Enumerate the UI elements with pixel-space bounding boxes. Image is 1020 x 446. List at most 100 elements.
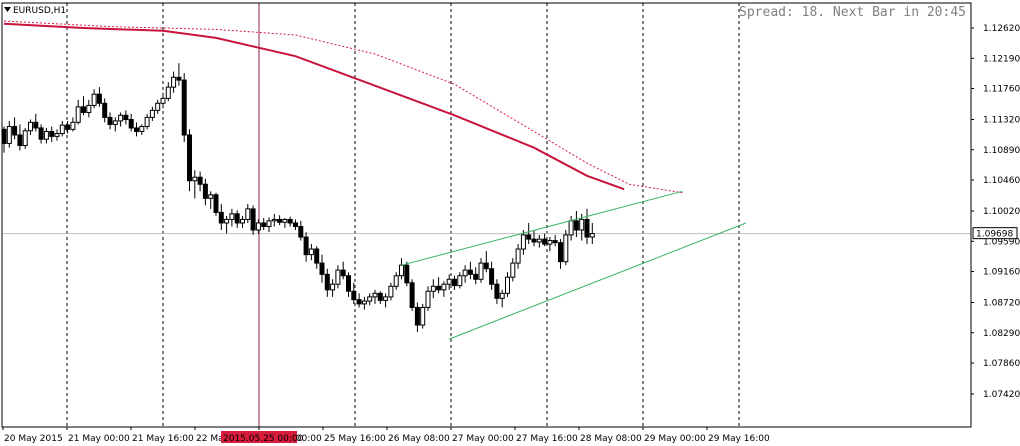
trendline[interactable] [401,190,683,266]
candle-body-bullish [59,124,65,135]
candle-body-bullish [240,218,245,224]
candle-body-bearish [303,236,309,256]
candle-body-bullish [446,278,452,285]
moving-average-line [3,22,625,191]
candle-body-bearish [473,273,479,280]
trendline[interactable] [449,222,747,340]
candle-body-bearish [107,116,113,125]
candlestick [505,272,510,297]
candle-body-bearish [134,127,139,132]
candlestick [430,279,436,299]
chart-frame [1,2,972,428]
candlestick [234,210,240,228]
candle-body-bearish [17,134,23,147]
candlestick [112,117,118,132]
candle-body-bullish [330,283,336,291]
candlestick [330,279,336,297]
current-price-label-bg [972,227,1018,240]
candle-body-bearish [324,273,330,291]
candlestick [197,171,203,192]
candle-body-bullish [75,106,81,123]
price-axis[interactable]: 1.12620 1.12190 1.11760 1.11320 1.10890 1.104… [971,24,1020,400]
candlestick [266,217,272,233]
price-axis-label: 1.09590 [983,237,1020,247]
trendlines[interactable] [401,190,747,340]
candle-body-bearish [351,290,357,301]
price-axis-label: 1.11760 [983,85,1020,95]
candlestick [377,291,383,304]
candle-body-bullish [165,86,171,99]
candle-body-bullish [282,218,288,223]
candlestick [324,268,330,297]
candle-body-bearish [102,102,108,118]
candle-body-bearish [128,119,134,129]
candle-body-bullish [335,269,341,285]
candlestick [510,258,516,282]
candle-body-bearish [38,127,44,140]
candle-body-bearish [33,121,39,129]
candlestick [499,289,505,308]
candle-body-bullish [43,130,49,140]
candle-body-bullish [547,240,553,245]
candle-body-bearish [1,128,7,144]
candlestick [436,277,442,294]
candle-body-bearish [202,183,208,199]
candlestick [356,293,362,308]
candle-body-bearish [213,194,219,213]
candle-body-bullish [420,306,426,326]
candlestick [128,113,134,132]
candlestick [261,218,267,231]
symbol-label: EURUSD,H1 [13,6,66,16]
candlestick [367,293,373,306]
candlestick [558,239,563,269]
candle-body-bearish [377,292,383,301]
candlestick [393,272,399,290]
candle-body-bullish [308,248,314,256]
candlestick [483,251,489,273]
candle-body-bullish [149,109,155,118]
candlestick [12,117,18,140]
candlestick [589,222,595,245]
candlestick [335,265,341,289]
candlestick [160,92,166,109]
candle-body-bearish [409,282,415,308]
time-axis-label: 27 May 16:00 [516,434,578,444]
candle-body-bearish [49,130,55,137]
symbol-caption[interactable]: EURUSD,H1 [4,6,66,16]
candle-body-bearish [552,240,558,244]
candlestick [351,282,357,304]
candlestick [229,208,235,227]
candlestick [181,73,187,143]
candlestick [446,274,452,290]
candlestick [22,127,28,150]
time-axis-label: 28 May 08:00 [580,434,642,444]
candle-body-bullish [399,264,404,277]
candle-body-bullish [372,292,378,298]
candle-body-bearish [287,218,293,224]
spread-status-text: Spread: 18. Next Bar in 20:45 [739,5,966,20]
candle-body-bullish [510,262,516,278]
candlestick [240,215,245,228]
time-axis-label: 20 May 2015 [4,434,63,444]
candlestick [65,120,71,134]
candlestick [414,302,420,333]
candlestick [425,286,431,311]
price-axis-label: 1.10460 [983,176,1020,186]
candle-body-bearish [261,222,267,227]
price-axis-label: 1.11320 [983,116,1020,126]
candle-body-bullish [499,292,505,299]
candle-body-bearish [187,134,192,182]
moving-averages [3,20,683,194]
candlestick [91,89,97,109]
candle-body-bearish [65,124,71,130]
dropdown-triangle-icon[interactable] [4,7,11,12]
candlestick [28,119,33,135]
candle-body-bullish [383,296,389,301]
candlestick [107,112,113,130]
current-price-label: 1.09698 [972,227,1018,240]
candlestick [520,230,526,255]
candlestick [542,233,548,247]
candlestick [515,244,521,269]
